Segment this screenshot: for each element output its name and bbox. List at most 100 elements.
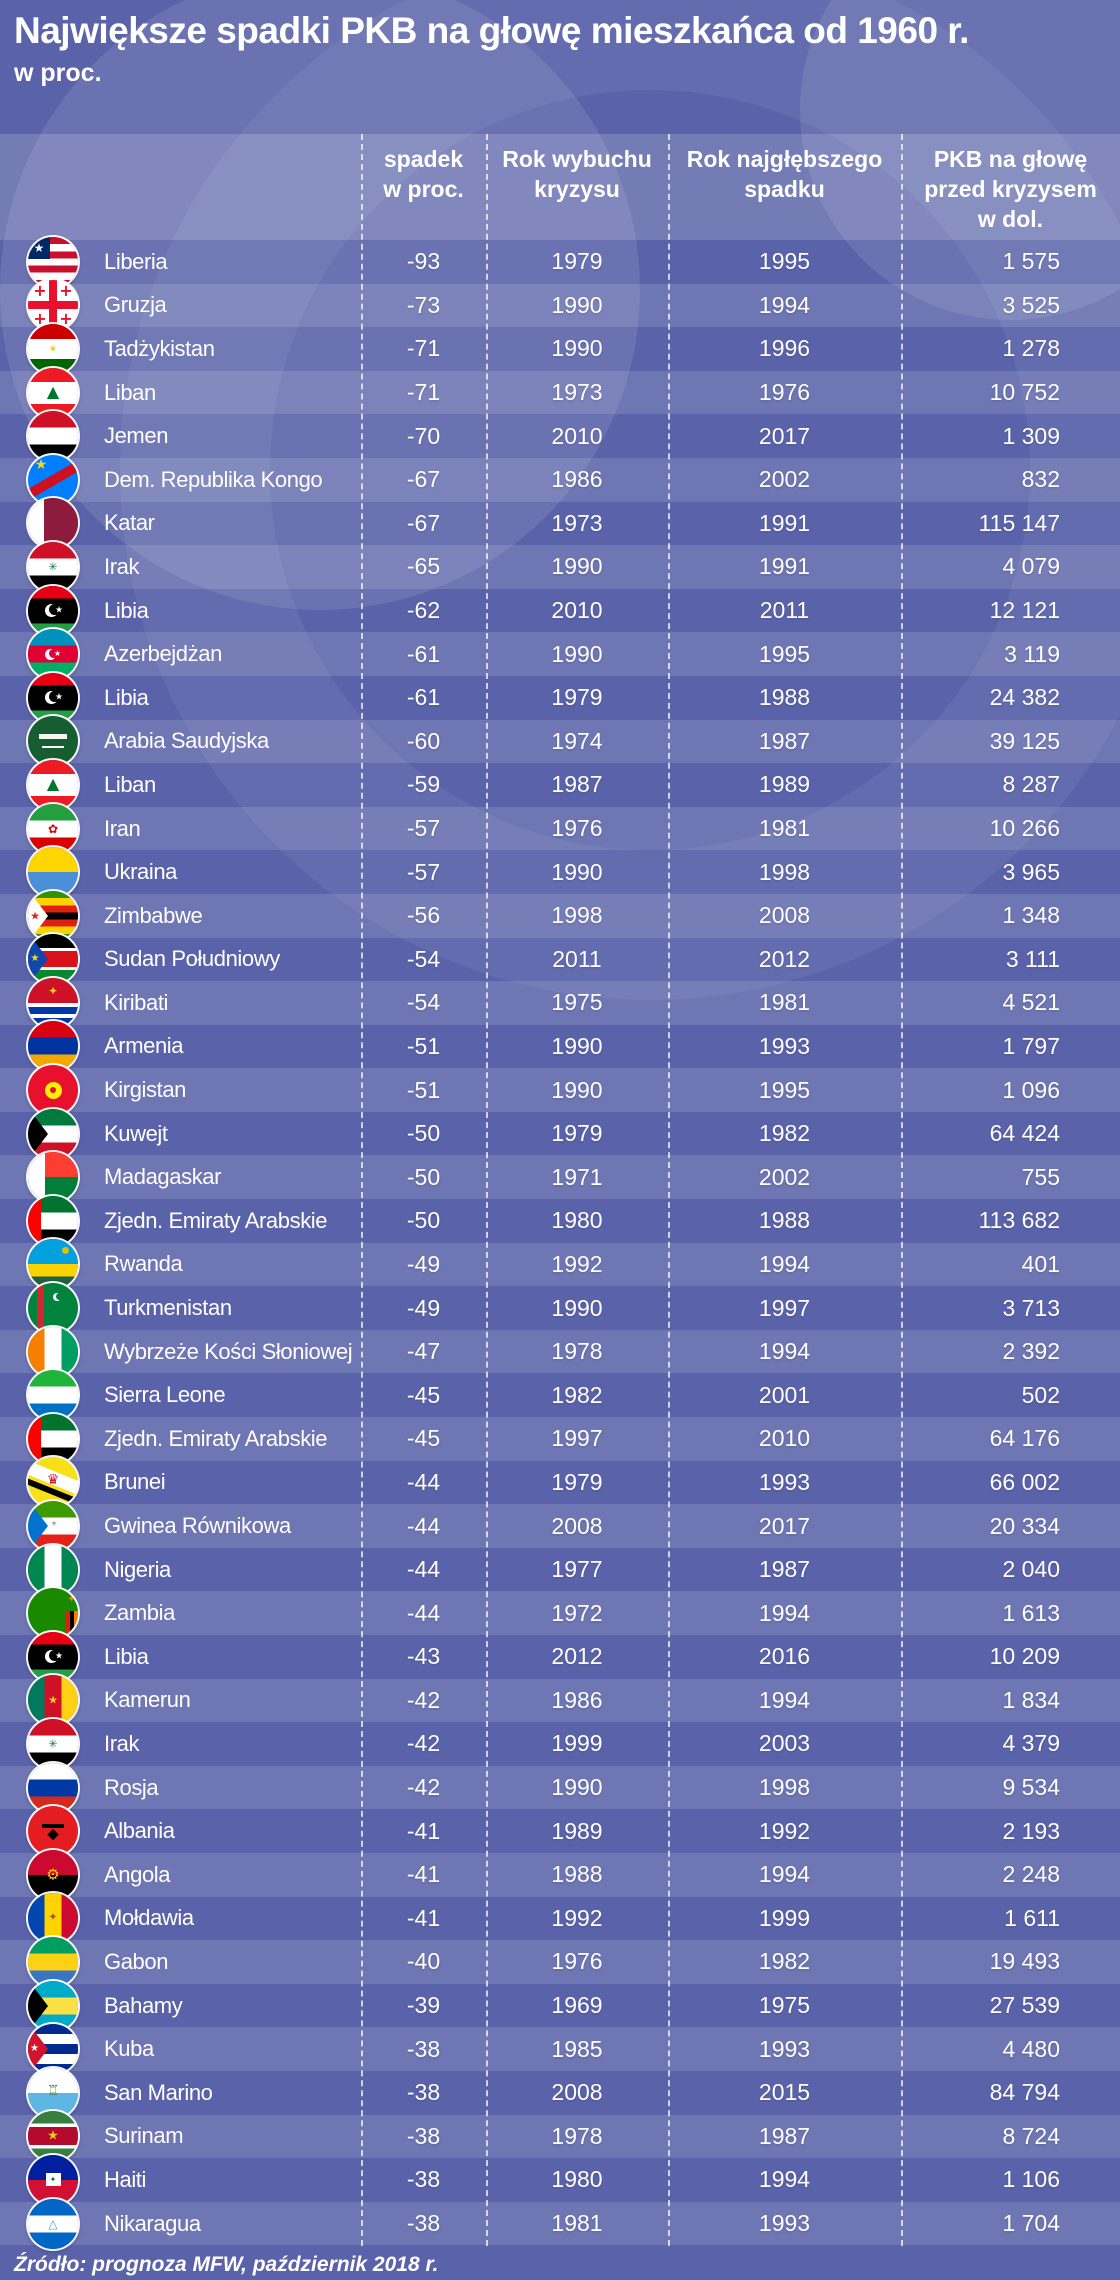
gdp-before-crisis-value: 66 002 xyxy=(989,1468,1060,1495)
country-flag-icon xyxy=(28,1326,78,1377)
deepest-drop-year-value: 1994 xyxy=(758,1338,811,1365)
deepest-drop-year-value: 2016 xyxy=(758,1643,811,1670)
gdp-before-crisis-value: 24 382 xyxy=(989,684,1060,711)
table-row: Rwanda -49 1992 1994 401 xyxy=(0,1239,1120,1290)
country-name: Liberia xyxy=(104,248,168,274)
country-cell: Zjedn. Emiraty Arabskie xyxy=(0,1413,361,1464)
gdp-before-crisis-value: 3 965 xyxy=(1002,858,1060,885)
country-cell: ✦ Mołdawia xyxy=(0,1893,361,1944)
table-row: Nigeria -44 1977 1987 2 040 xyxy=(0,1544,1120,1595)
table-row: ✳ Irak -42 1999 2003 4 379 xyxy=(0,1718,1120,1769)
crisis-start-year-value: 2011 xyxy=(552,945,602,972)
crisis-start-year-value: 2010 xyxy=(551,597,603,624)
crisis-start-year-value: 1973 xyxy=(551,379,603,406)
country-cell: ★ Dem. Republika Kongo xyxy=(0,454,361,505)
crisis-start-year-value: 1988 xyxy=(551,1861,603,1888)
country-name: Sudan Południowy xyxy=(104,946,280,972)
gdp-before-crisis-value: 8 724 xyxy=(1002,2122,1060,2149)
deepest-drop-year-value: 2002 xyxy=(758,1163,811,1190)
deepest-drop-year-value: 1994 xyxy=(758,1250,811,1277)
country-name: Nigeria xyxy=(104,1556,171,1582)
gdp-before-crisis-value: 10 266 xyxy=(989,815,1060,842)
crisis-start-year-value: 1981 xyxy=(551,2210,603,2237)
country-flag-icon: ♖ xyxy=(28,2067,78,2118)
deepest-drop-year-value: 1988 xyxy=(758,1207,811,1234)
country-name: Liban xyxy=(104,379,156,405)
deepest-drop-year-value: 2015 xyxy=(758,2079,811,2106)
country-flag-icon: ★ xyxy=(28,2111,78,2162)
country-name: Zjedn. Emiraty Arabskie xyxy=(104,1207,328,1233)
table-row: ◆ Albania -41 1989 1992 2 193 xyxy=(0,1806,1120,1857)
country-name: Libia xyxy=(104,684,149,710)
table-row: ▲ Liban -59 1987 1989 8 287 xyxy=(0,759,1120,810)
deepest-drop-year-value: 1994 xyxy=(758,291,811,318)
crisis-start-year-value: 1979 xyxy=(551,684,603,711)
table-row: Zjedn. Emiraty Arabskie -50 1980 1988 11… xyxy=(0,1195,1120,1246)
drop-percent-value: -47 xyxy=(406,1338,441,1365)
deepest-drop-year-value: 1994 xyxy=(758,1599,811,1626)
table-row: Bahamy -39 1969 1975 27 539 xyxy=(0,1980,1120,2031)
table-row: Jemen -70 2010 2017 1 309 xyxy=(0,411,1120,462)
gdp-before-crisis-value: 1 309 xyxy=(1002,422,1060,449)
column-separator xyxy=(668,134,670,2246)
table-row: ✦ Kiribati -54 1975 1981 4 521 xyxy=(0,977,1120,1028)
country-cell: Kirgistan xyxy=(0,1065,361,1116)
table-row: Ukraina -57 1990 1998 3 965 xyxy=(0,847,1120,898)
crisis-start-year-value: 1979 xyxy=(551,1468,603,1495)
gdp-before-crisis-value: 12 121 xyxy=(989,597,1060,624)
country-name: Jemen xyxy=(104,423,169,449)
drop-percent-value: -42 xyxy=(406,1686,441,1713)
country-name: Wybrzeże Kości Słoniowej xyxy=(104,1338,353,1364)
deepest-drop-year-value: 1995 xyxy=(758,248,811,275)
deepest-drop-year-value: 1975 xyxy=(758,1992,811,2019)
crisis-start-year-value: 1985 xyxy=(551,2035,603,2062)
table-row: ★ Liberia -93 1979 1995 1 575 xyxy=(0,236,1120,287)
table-row: Wybrzeże Kości Słoniowej -47 1978 1994 2… xyxy=(0,1326,1120,1377)
gdp-before-crisis-value: 19 493 xyxy=(989,1948,1060,1975)
gdp-before-crisis-value: 1 611 xyxy=(1004,1904,1060,1931)
country-flag-icon: ★ xyxy=(28,454,78,505)
drop-percent-value: -60 xyxy=(406,727,441,754)
table-row: + + + + Gruzja -73 1990 1994 3 525 xyxy=(0,280,1120,331)
crisis-start-year-value: 1990 xyxy=(551,553,603,580)
table-row: ★ Libia -62 2010 2011 12 121 xyxy=(0,585,1120,636)
gdp-before-crisis-value: 2 040 xyxy=(1002,1556,1060,1583)
crisis-start-year-value: 1989 xyxy=(551,1817,603,1844)
country-flag-icon xyxy=(28,847,78,898)
gdp-before-crisis-value: 1 278 xyxy=(1002,335,1060,362)
crisis-start-year-value: 1997 xyxy=(551,1425,603,1452)
deepest-drop-year-value: 1995 xyxy=(758,1076,811,1103)
country-flag-icon xyxy=(28,716,78,767)
country-name: Katar xyxy=(104,510,155,536)
country-name: Libia xyxy=(104,597,149,623)
drop-percent-value: -57 xyxy=(406,815,441,842)
table-row: Rosja -42 1990 1998 9 534 xyxy=(0,1762,1120,1813)
drop-percent-value: -38 xyxy=(406,2079,441,2106)
table-row: ✦ Haiti -38 1980 1994 1 106 xyxy=(0,2154,1120,2205)
country-name: Zimbabwe xyxy=(104,902,203,928)
deepest-drop-year-value: 1982 xyxy=(758,1948,811,1975)
table-row: ⚙ Angola -41 1988 1994 2 248 xyxy=(0,1849,1120,1900)
drop-percent-value: -70 xyxy=(406,422,441,449)
gdp-before-crisis-value: 832 xyxy=(1021,466,1060,493)
country-flag-icon: ★ xyxy=(28,1675,78,1726)
crisis-start-year-value: 1990 xyxy=(551,335,603,362)
gdp-before-crisis-value: 84 794 xyxy=(989,2079,1060,2106)
crisis-start-year-value: 1978 xyxy=(551,2122,603,2149)
crisis-start-year-value: 2010 xyxy=(551,422,603,449)
country-flag-icon: ✿ xyxy=(28,803,78,854)
country-name: Iran xyxy=(104,815,141,841)
table-row: ♛ Brunei -44 1979 1993 66 002 xyxy=(0,1457,1120,1508)
crisis-start-year-value: 1990 xyxy=(551,1774,603,1801)
country-flag-icon: ⚙ xyxy=(28,1849,78,1900)
drop-percent-value: -59 xyxy=(406,771,441,798)
country-flag-icon: ◆ xyxy=(28,1806,78,1857)
country-cell: Sierra Leone xyxy=(0,1370,361,1421)
table-row: ♖ San Marino -38 2008 2015 84 794 xyxy=(0,2067,1120,2118)
country-cell: ★ Kamerun xyxy=(0,1675,361,1726)
gdp-before-crisis-value: 2 392 xyxy=(1002,1338,1060,1365)
country-cell: Nigeria xyxy=(0,1544,361,1595)
crisis-start-year-value: 1982 xyxy=(551,1381,603,1408)
deepest-drop-year-value: 1987 xyxy=(758,2122,811,2149)
